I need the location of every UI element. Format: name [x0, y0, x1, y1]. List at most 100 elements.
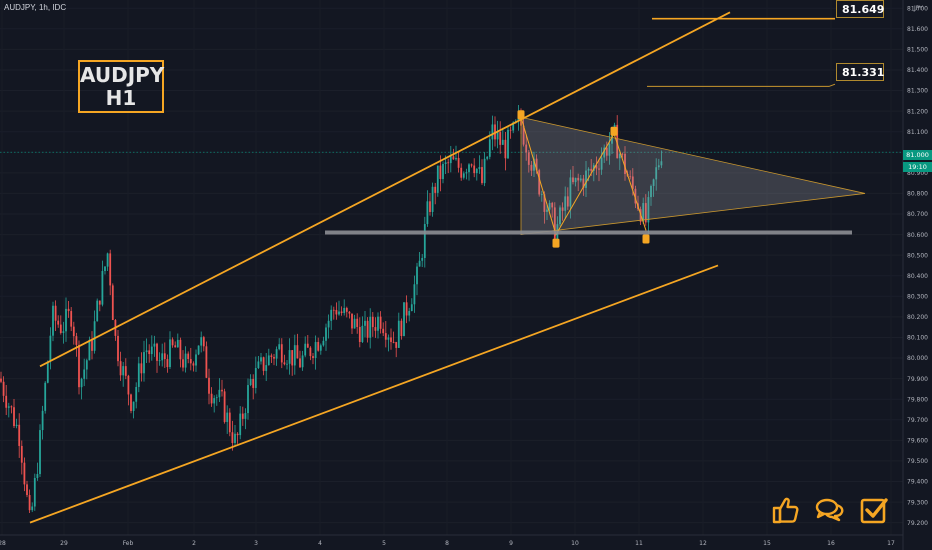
candle-body [275, 349, 278, 359]
y-tick-label: 79.300 [907, 499, 928, 506]
chart-grid [0, 151, 903, 153]
candle-body [566, 196, 569, 207]
candle-body [197, 345, 200, 355]
thumbs-up-icon[interactable] [770, 494, 802, 526]
candle-body [174, 345, 177, 348]
candle-body [260, 357, 262, 362]
candle-body [171, 339, 174, 346]
candle-body [410, 304, 413, 311]
candle-body [483, 158, 486, 184]
candle-body [345, 307, 348, 312]
candle-body [187, 353, 190, 359]
candle-body [301, 355, 304, 368]
candle-body [161, 353, 164, 361]
candle-body [616, 124, 619, 159]
candle-body [390, 337, 392, 342]
candle-body [325, 327, 327, 341]
candle-body [83, 369, 86, 379]
candle-body [551, 202, 554, 208]
candle-body [595, 165, 598, 169]
chat-bubbles-icon[interactable] [814, 494, 846, 526]
x-tick-label: 11 [635, 540, 643, 547]
candle-body [265, 365, 268, 371]
y-tick-label: 80.500 [907, 252, 928, 259]
candle-body [369, 316, 372, 338]
candle-body [169, 339, 171, 368]
candle-body [41, 410, 44, 431]
x-tick-label: 12 [699, 540, 707, 547]
candle-body [296, 345, 299, 359]
candle-body [236, 433, 239, 436]
candle-body [621, 153, 624, 155]
time-axis[interactable]: 28 29 Feb 2 3 4 5 8 9 10 11 12 15 16 17 [0, 540, 895, 547]
candle-body [28, 495, 31, 511]
y-tick-label: 79.800 [907, 396, 928, 403]
candle-body [538, 170, 541, 195]
candle-body [488, 139, 491, 157]
x-tick-label: 10 [571, 540, 579, 547]
candle-body [254, 367, 257, 388]
y-tick-label: 79.700 [907, 417, 928, 424]
candle-body [587, 168, 590, 171]
candle-body [319, 345, 322, 351]
y-tick-label: 80.100 [907, 335, 928, 342]
y-tick-label: 81.100 [907, 129, 928, 136]
candle-body [382, 328, 385, 334]
candle-body [239, 413, 242, 436]
candle-body [257, 361, 260, 368]
y-tick-label: 79.400 [907, 479, 928, 486]
candle-body [473, 165, 476, 174]
zigzag-line [520, 117, 647, 236]
candle-body [158, 360, 161, 362]
candle-body [600, 157, 603, 170]
candle-body [660, 161, 663, 166]
candle-body [46, 361, 49, 383]
candle-body [348, 311, 351, 314]
candle-body [603, 147, 606, 158]
candle-body [540, 194, 543, 196]
candle-body [52, 305, 54, 336]
candle-body [475, 168, 478, 174]
candle-body [460, 167, 463, 178]
candle-body [156, 343, 158, 361]
candle-body [291, 350, 294, 366]
candle-body [132, 401, 135, 411]
candle-body [486, 156, 489, 159]
title-timeframe: H1 [105, 86, 137, 110]
candle-body [527, 152, 530, 165]
candle-body [509, 129, 512, 131]
candle-body [7, 406, 10, 408]
candle-body [322, 340, 325, 346]
candle-body [418, 260, 421, 267]
y-tick-label: 79.900 [907, 376, 928, 383]
checkbox-icon[interactable] [858, 494, 890, 526]
candle-body [655, 167, 658, 180]
y-tick-label: 81.500 [907, 47, 928, 54]
x-tick-label: 29 [60, 540, 68, 547]
candle-body [270, 355, 273, 358]
candle-body [608, 143, 611, 156]
candle-body [442, 163, 444, 180]
candle-body [522, 125, 525, 145]
candle-body [395, 342, 398, 348]
candle-body [465, 172, 468, 174]
candle-body [166, 359, 169, 368]
candle-body [18, 424, 21, 446]
candle-body [218, 389, 221, 398]
candle-body [93, 321, 96, 351]
candle-body [564, 196, 567, 211]
candle-body [202, 337, 205, 347]
candle-body [88, 339, 91, 361]
candle-body [223, 391, 226, 423]
candle-body [361, 325, 364, 342]
candle-body [504, 139, 507, 159]
candle-body [533, 158, 535, 171]
candle-body [535, 158, 538, 171]
channel-lower-line [29, 264, 719, 524]
candle-body [543, 194, 546, 212]
candle-body [200, 337, 203, 346]
y-tick-label: 80.300 [907, 294, 928, 301]
symbol-label[interactable]: AUDJPY, 1h, IDC [4, 3, 67, 12]
candle-body [426, 201, 429, 225]
